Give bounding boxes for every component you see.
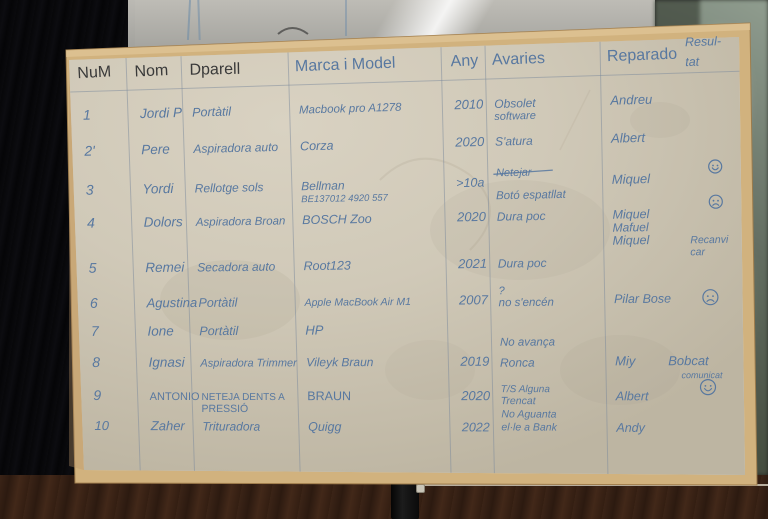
svg-text:Miquel: Miquel	[612, 171, 652, 187]
svg-text:4: 4	[87, 215, 95, 231]
svg-text:Trituradora: Trituradora	[202, 419, 260, 433]
svg-text:BRAUN: BRAUN	[307, 389, 351, 403]
svg-text:tat: tat	[685, 55, 700, 69]
svg-text:Yordi: Yordi	[142, 181, 174, 197]
svg-text:NETEJA DENTS A: NETEJA DENTS A	[201, 392, 285, 403]
svg-text:no s'encén: no s'encén	[499, 297, 554, 309]
svg-text:2020: 2020	[456, 209, 487, 225]
svg-text:car: car	[690, 246, 705, 258]
svg-text:Andreu: Andreu	[609, 92, 652, 108]
svg-text:2019: 2019	[459, 354, 489, 369]
svg-text:Marca i Model: Marca i Model	[295, 55, 396, 75]
svg-text:Quigg: Quigg	[308, 420, 341, 434]
svg-text:software: software	[494, 110, 536, 123]
svg-text:Pere: Pere	[141, 142, 170, 158]
svg-text:10: 10	[94, 418, 109, 433]
svg-text:S'atura: S'atura	[495, 134, 533, 149]
svg-text:5: 5	[89, 260, 97, 276]
svg-text:Aspiradora Broan: Aspiradora Broan	[195, 215, 286, 229]
svg-text:Portàtil: Portàtil	[192, 104, 233, 119]
svg-text:Corza: Corza	[300, 139, 334, 154]
svg-text:No Aguanta: No Aguanta	[501, 408, 556, 420]
svg-text:Botó espatllat: Botó espatllat	[496, 189, 567, 202]
svg-text:Root123: Root123	[303, 259, 350, 274]
svg-text:Nom: Nom	[134, 62, 168, 80]
svg-text:Rellotge sols: Rellotge sols	[195, 180, 264, 195]
svg-text:Ronca: Ronca	[500, 356, 535, 370]
svg-text:PRESSIÓ: PRESSIÓ	[201, 402, 248, 415]
svg-text:Dparell: Dparell	[189, 61, 240, 79]
svg-text:Bobcat: Bobcat	[668, 353, 710, 368]
svg-text:3: 3	[86, 182, 94, 198]
svg-text:BOSCH Zoo: BOSCH Zoo	[302, 212, 372, 227]
svg-text:Aspiradora Trimmer: Aspiradora Trimmer	[199, 357, 298, 369]
svg-text:Resul-: Resul-	[685, 34, 722, 49]
svg-text:BE137012 4920 557: BE137012 4920 557	[301, 193, 389, 206]
svg-text:NuM: NuM	[77, 63, 112, 82]
svg-text:Bellman: Bellman	[301, 178, 345, 193]
svg-text:6: 6	[90, 295, 98, 311]
svg-text:Albert: Albert	[610, 130, 647, 146]
svg-text:Recanvi: Recanvi	[690, 234, 729, 247]
svg-text:T/S Alguna: T/S Alguna	[501, 384, 551, 395]
svg-text:Portàtil: Portàtil	[199, 324, 239, 338]
svg-text:Dura poc: Dura poc	[497, 209, 546, 224]
svg-text:Miy: Miy	[615, 353, 637, 368]
svg-text:1: 1	[83, 106, 91, 122]
svg-text:Ione: Ione	[147, 323, 173, 338]
svg-text:Portàtil: Portàtil	[198, 296, 238, 310]
svg-text:Zaher: Zaher	[150, 418, 186, 433]
svg-text:Avaries: Avaries	[492, 50, 546, 69]
svg-text:ANTONIO: ANTONIO	[150, 391, 200, 403]
svg-text:Andy: Andy	[615, 421, 645, 435]
svg-text:Pilar Bose: Pilar Bose	[614, 292, 671, 307]
svg-text:Ignasi: Ignasi	[149, 355, 186, 370]
svg-text:9: 9	[93, 387, 101, 403]
svg-text:Obsolet: Obsolet	[494, 96, 536, 111]
svg-text:Aspiradora auto: Aspiradora auto	[192, 140, 278, 156]
svg-text:Vileyk Braun: Vileyk Braun	[306, 355, 374, 369]
svg-text:2007: 2007	[458, 292, 489, 307]
svg-text:Dura poc: Dura poc	[498, 256, 547, 271]
svg-text:?: ?	[499, 285, 506, 297]
svg-text:Secadora auto: Secadora auto	[197, 260, 276, 275]
svg-text:Dolors: Dolors	[144, 214, 184, 230]
svg-text:HP: HP	[305, 322, 323, 337]
svg-text:>10a: >10a	[456, 176, 484, 191]
svg-text:Apple MacBook Air M1: Apple MacBook Air M1	[304, 296, 412, 309]
svg-text:7: 7	[91, 323, 100, 339]
svg-text:Miquel: Miquel	[612, 233, 650, 248]
svg-text:el·le a Bank: el·le a Bank	[501, 421, 557, 433]
svg-text:Trencat: Trencat	[501, 395, 537, 407]
svg-text:8: 8	[92, 354, 100, 370]
svg-text:2010: 2010	[453, 96, 484, 112]
svg-text:Agustina: Agustina	[145, 295, 197, 310]
svg-text:2020: 2020	[460, 388, 491, 403]
svg-text:Reparado: Reparado	[607, 46, 678, 65]
svg-text:Jordi P: Jordi P	[139, 105, 182, 121]
svg-text:Albert: Albert	[615, 389, 649, 403]
svg-text:comunicat: comunicat	[681, 370, 723, 380]
svg-text:2021: 2021	[457, 256, 487, 271]
svg-text:No avança: No avança	[500, 337, 555, 349]
svg-text:2': 2'	[83, 142, 96, 158]
svg-text:2020: 2020	[454, 134, 485, 150]
svg-text:Any: Any	[450, 52, 478, 70]
svg-text:Remei: Remei	[145, 260, 185, 276]
svg-text:2022: 2022	[461, 420, 490, 434]
